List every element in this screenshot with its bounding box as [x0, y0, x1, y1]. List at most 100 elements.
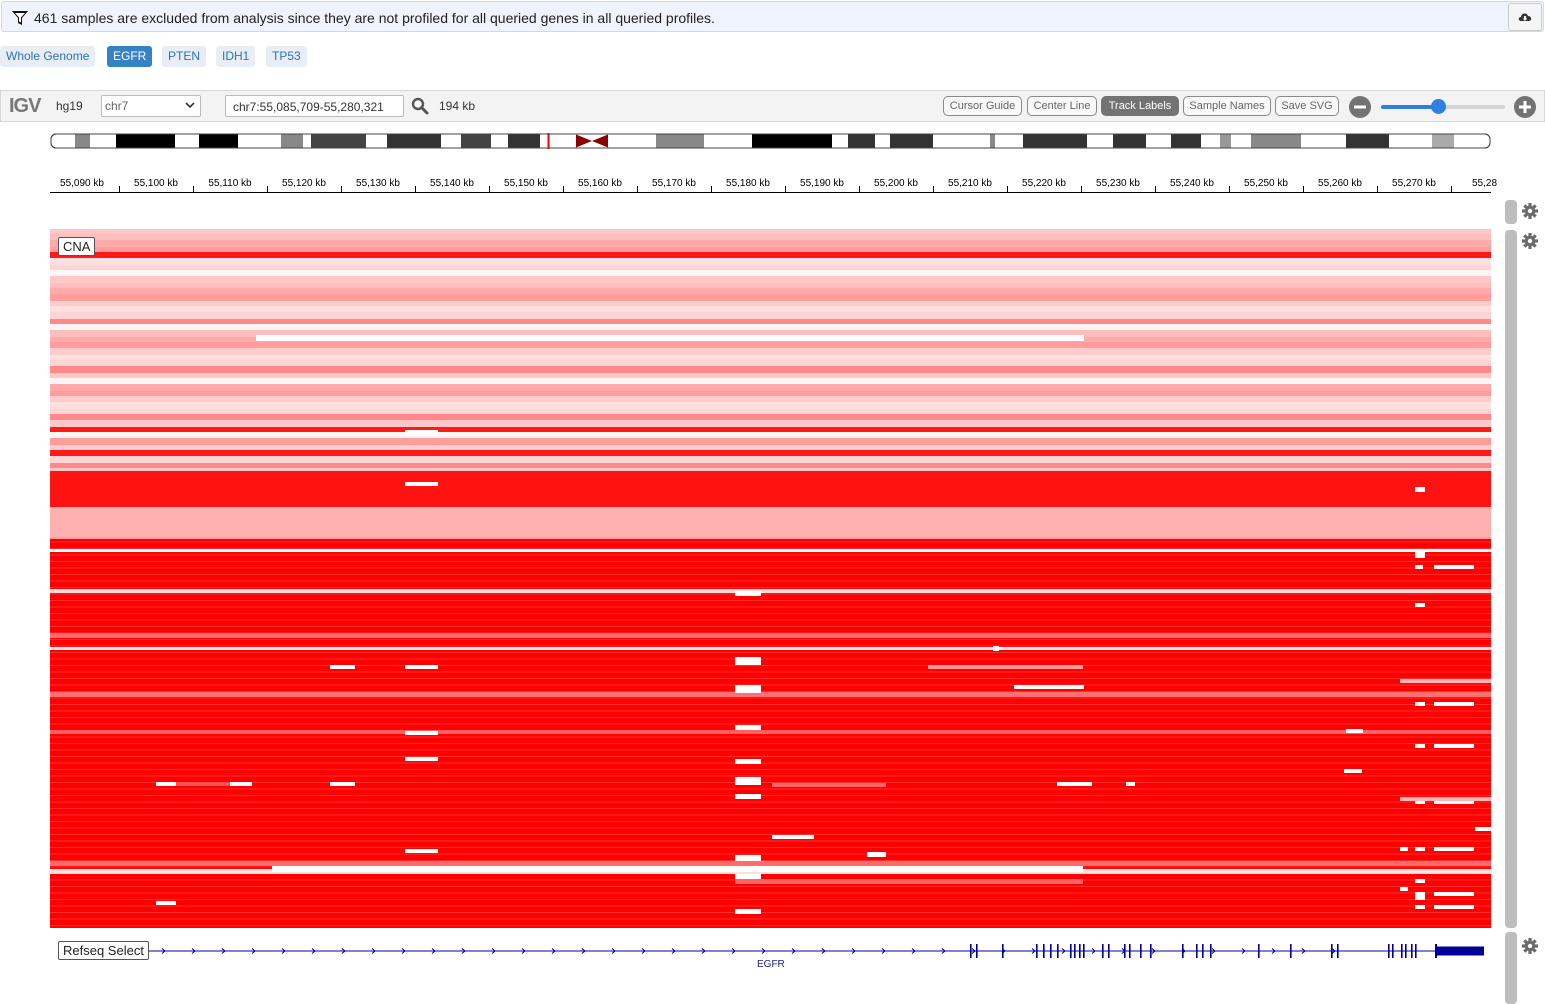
gene-exon — [1057, 944, 1059, 958]
cna-partial — [176, 782, 230, 786]
refseq-gene-track[interactable] — [50, 932, 1491, 972]
strand-arrow — [521, 948, 526, 954]
tab-whole-genome[interactable]: Whole Genome — [0, 46, 96, 67]
cna-gap — [405, 757, 438, 761]
gene-exon — [1405, 944, 1407, 958]
strand-arrow — [1061, 948, 1066, 954]
tab-pten[interactable]: PTEN — [162, 46, 207, 67]
strand-arrow — [221, 948, 226, 954]
strand-arrow — [701, 948, 706, 954]
gene-exon — [1258, 944, 1260, 958]
chromosome-select[interactable]: chr7 — [101, 95, 201, 117]
centromere — [576, 134, 608, 148]
cna-row — [50, 438, 1491, 445]
zoom-slider[interactable] — [1381, 99, 1505, 114]
cna-row — [50, 294, 1491, 301]
cna-row — [50, 342, 1491, 348]
gear-icon[interactable] — [1521, 232, 1539, 250]
cna-row — [50, 692, 1491, 697]
strand-arrow — [1151, 948, 1156, 954]
gene-exon — [1036, 944, 1038, 958]
chromosome-value: chr7 — [105, 99, 129, 113]
gene-exon — [1435, 944, 1437, 958]
cloud-download-icon — [1518, 13, 1532, 21]
cna-row — [50, 252, 1491, 258]
cna-row — [50, 229, 1491, 234]
gene-exon — [1392, 944, 1394, 958]
gene-exon — [1331, 944, 1333, 958]
igv-navbar: IGV hg19 chr7 chr7:55,085,709-55,280,321… — [0, 90, 1545, 122]
cna-track-label: CNA — [58, 237, 96, 256]
ideogram-band — [116, 134, 175, 148]
gene-exon — [1196, 944, 1198, 958]
gene-exon — [1388, 944, 1390, 958]
cna-gap — [1434, 892, 1474, 896]
chevron-down-icon — [185, 102, 195, 109]
strand-arrow — [161, 948, 166, 954]
cna-gap — [405, 849, 438, 853]
cna-partial — [1400, 679, 1491, 683]
tab-tp53[interactable]: TP53 — [266, 46, 307, 67]
track-labels-button[interactable]: Track Labels — [1101, 96, 1179, 116]
gear-icon[interactable] — [1521, 202, 1539, 220]
cna-gap — [735, 777, 761, 785]
cna-gap — [1415, 892, 1425, 900]
ruler-tick-label: 55,130 kb — [356, 178, 400, 189]
gene-exon — [1079, 944, 1081, 958]
cursor-guide-button[interactable]: Cursor Guide — [943, 96, 1022, 116]
search-icon[interactable] — [411, 97, 429, 115]
current-region-marker — [547, 133, 550, 149]
cna-gap — [1400, 847, 1408, 851]
cna-gap — [1434, 702, 1474, 706]
gene-exon — [1102, 944, 1104, 958]
gene-exon — [1070, 944, 1072, 958]
ruler-tick-label: 55,200 kb — [874, 178, 918, 189]
cna-heatmap-track[interactable] — [50, 229, 1491, 928]
cna-row — [50, 312, 1491, 319]
gene-exon — [1083, 944, 1085, 958]
gene-exon — [1140, 944, 1142, 958]
chromosome-ideogram[interactable] — [0, 130, 1545, 160]
notice-message: 461 samples are excluded from analysis s… — [34, 10, 715, 26]
strand-arrow — [1331, 948, 1336, 954]
genome-label: hg19 — [56, 99, 83, 113]
ruler-tick-label: 55,260 kb — [1318, 178, 1362, 189]
save-svg-button[interactable]: Save SVG — [1275, 96, 1339, 116]
gear-icon[interactable] — [1521, 937, 1539, 955]
gene-exon — [1124, 944, 1126, 958]
tab-egfr[interactable]: EGFR — [107, 46, 153, 67]
minus-circle-icon[interactable] — [1348, 95, 1372, 119]
ruler-tick-label: 55,150 kb — [504, 178, 548, 189]
zoom-slider-knob[interactable] — [1431, 99, 1447, 114]
cna-row — [50, 414, 1491, 420]
refseq-scrollbar[interactable] — [1505, 932, 1517, 1004]
plus-circle-icon[interactable] — [1513, 95, 1537, 119]
cna-gap — [993, 646, 999, 651]
strand-arrow — [731, 948, 736, 954]
cna-row — [50, 427, 1491, 432]
sample-names-button[interactable]: Sample Names — [1183, 96, 1271, 116]
strand-arrow — [1211, 948, 1216, 954]
cna-scrollbar[interactable] — [1505, 230, 1517, 928]
cna-gap — [1126, 782, 1135, 786]
center-line-button[interactable]: Center Line — [1027, 96, 1097, 116]
refseq-track-label: Refseq Select — [58, 941, 149, 960]
cna-gap — [1415, 879, 1425, 883]
cna-row — [50, 471, 1491, 507]
ruler-tick-label: 55,180 kb — [726, 178, 770, 189]
strand-arrow — [1241, 948, 1246, 954]
ruler-tick-label: 55,190 kb — [800, 178, 844, 189]
cna-gap — [256, 335, 1084, 341]
locus-input[interactable]: chr7:55,085,709-55,280,321 — [225, 95, 404, 117]
cna-row — [50, 301, 1491, 306]
ruler-scrollbar[interactable] — [1505, 200, 1517, 224]
cna-row — [50, 319, 1491, 324]
strand-arrow — [971, 948, 976, 954]
cna-gap — [1434, 800, 1474, 804]
cna-gap — [1415, 603, 1425, 607]
cna-gap — [735, 657, 761, 665]
cna-gap — [735, 725, 761, 730]
download-button[interactable] — [1508, 3, 1542, 31]
strand-arrow — [431, 948, 436, 954]
tab-idh1[interactable]: IDH1 — [216, 46, 256, 67]
